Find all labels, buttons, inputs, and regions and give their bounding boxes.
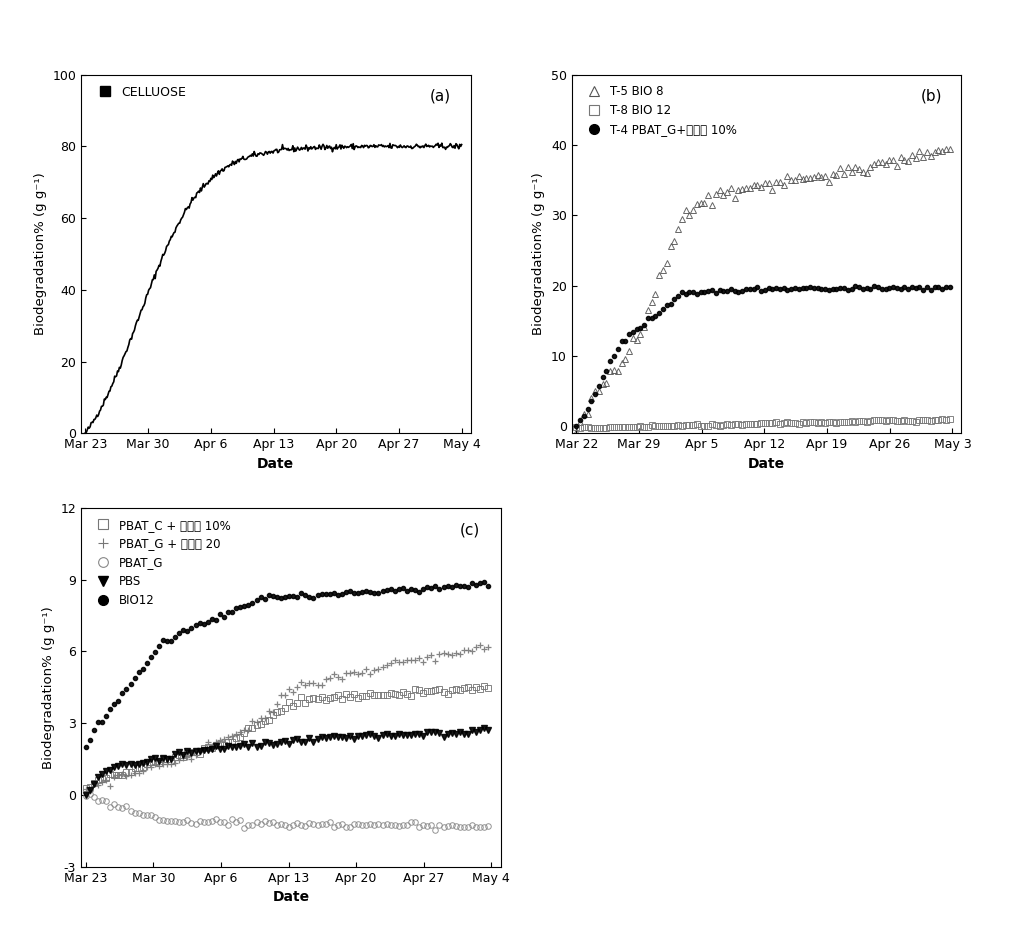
Legend: PBAT_C + 기놊성 10%, PBAT_G + 기놊성 20, PBAT_G, PBS, BIO12: PBAT_C + 기놊성 10%, PBAT_G + 기놊성 20, PBAT_…	[87, 514, 235, 612]
Text: (a): (a)	[430, 89, 451, 103]
Y-axis label: Biodegradation% (g g⁻¹): Biodegradation% (g g⁻¹)	[33, 172, 47, 336]
Text: (b): (b)	[920, 89, 941, 103]
Text: (c): (c)	[459, 522, 479, 537]
X-axis label: Date: Date	[257, 457, 294, 471]
Legend: CELLUOSE: CELLUOSE	[87, 81, 191, 103]
Y-axis label: Biodegradation% (g g⁻¹): Biodegradation% (g g⁻¹)	[41, 606, 55, 769]
Legend: T-5 BIO 8, T-8 BIO 12, T-4 PBAT_G+기놊성 10%: T-5 BIO 8, T-8 BIO 12, T-4 PBAT_G+기놊성 10…	[577, 80, 740, 141]
Y-axis label: Biodegradation% (g g⁻¹): Biodegradation% (g g⁻¹)	[532, 172, 545, 336]
X-axis label: Date: Date	[747, 457, 785, 471]
X-axis label: Date: Date	[272, 890, 309, 904]
